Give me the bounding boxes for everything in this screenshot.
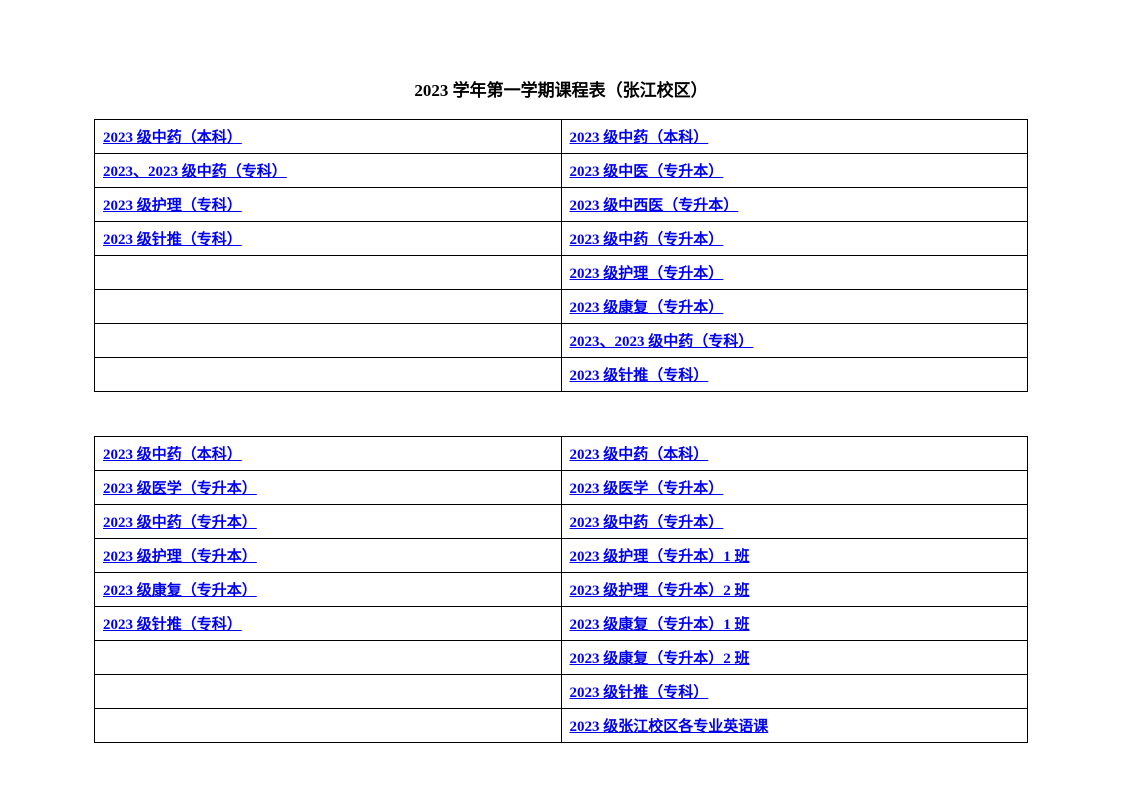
table-cell: 2023 级护理（专科） [95, 188, 562, 222]
table-row: 2023 级康复（专升本） 2023 级护理（专升本）2 班 [95, 573, 1028, 607]
table-cell-empty [95, 256, 562, 290]
table-cell-empty [95, 709, 562, 743]
table2-body: 2023 级中药（本科） 2023 级中药（本科） 2023 级医学（专升本） … [95, 437, 1028, 743]
table-cell: 2023 级医学（专升本） [561, 471, 1028, 505]
table-row: 2023 级针推（专科） [95, 675, 1028, 709]
table-cell-empty [95, 675, 562, 709]
course-link[interactable]: 2023 级医学（专升本） [103, 481, 257, 497]
table-cell: 2023 级康复（专升本）2 班 [561, 641, 1028, 675]
schedule-table-1: 2023 级中药（本科） 2023 级中药（本科） 2023、2023 级中药（… [94, 119, 1028, 392]
course-link[interactable]: 2023 级中药（本科） [103, 130, 242, 146]
table-cell: 2023 级中西医（专升本） [561, 188, 1028, 222]
course-link[interactable]: 2023、2023 级中药（专科） [103, 164, 287, 180]
table-cell: 2023 级康复（专升本） [561, 290, 1028, 324]
table-row: 2023 级中药（专升本） 2023 级中药（专升本） [95, 505, 1028, 539]
page-title: 2023 学年第一学期课程表（张江校区） [94, 76, 1028, 101]
course-link[interactable]: 2023 级中药（本科） [103, 447, 242, 463]
table-cell: 2023 级中药（专升本） [95, 505, 562, 539]
table-cell: 2023 级护理（专升本）1 班 [561, 539, 1028, 573]
course-link[interactable]: 2023 级张江校区各专业英语课 [570, 719, 769, 735]
table1-body: 2023 级中药（本科） 2023 级中药（本科） 2023、2023 级中药（… [95, 120, 1028, 392]
course-link[interactable]: 2023 级护理（专升本）1 班 [570, 549, 750, 565]
table-cell: 2023 级针推（专科） [95, 607, 562, 641]
table-row: 2023 级针推（专科） 2023 级康复（专升本）1 班 [95, 607, 1028, 641]
table-row: 2023 级张江校区各专业英语课 [95, 709, 1028, 743]
table-row: 2023 级护理（专科） 2023 级中西医（专升本） [95, 188, 1028, 222]
course-link[interactable]: 2023 级康复（专升本） [103, 583, 257, 599]
course-link[interactable]: 2023 级康复（专升本）1 班 [570, 617, 750, 633]
table-cell: 2023 级护理（专升本） [95, 539, 562, 573]
table-cell: 2023 级中药（本科） [561, 437, 1028, 471]
course-link[interactable]: 2023 级中西医（专升本） [570, 198, 739, 214]
course-link[interactable]: 2023 级护理（专科） [103, 198, 242, 214]
page-container: 2023 学年第一学期课程表（张江校区） 2023 级中药（本科） 2023 级… [0, 0, 1122, 743]
course-link[interactable]: 2023 级康复（专升本） [570, 300, 724, 316]
course-link[interactable]: 2023 级中医（专升本） [570, 164, 724, 180]
table-row: 2023 级中药（本科） 2023 级中药（本科） [95, 120, 1028, 154]
course-link[interactable]: 2023 级护理（专升本）2 班 [570, 583, 750, 599]
course-link[interactable]: 2023 级中药（专升本） [570, 515, 724, 531]
table-row: 2023 级康复（专升本） [95, 290, 1028, 324]
course-link[interactable]: 2023 级针推（专科） [103, 232, 242, 248]
course-link[interactable]: 2023 级针推（专科） [103, 617, 242, 633]
table-cell: 2023、2023 级中药（专科） [561, 324, 1028, 358]
schedule-table-2: 2023 级中药（本科） 2023 级中药（本科） 2023 级医学（专升本） … [94, 436, 1028, 743]
course-link[interactable]: 2023 级医学（专升本） [570, 481, 724, 497]
table-cell: 2023 级医学（专升本） [95, 471, 562, 505]
table-cell: 2023 级中药（本科） [95, 120, 562, 154]
table-cell-empty [95, 290, 562, 324]
table-row: 2023 级针推（专科） 2023 级中药（专升本） [95, 222, 1028, 256]
table-cell: 2023 级护理（专升本）2 班 [561, 573, 1028, 607]
table-cell: 2023 级张江校区各专业英语课 [561, 709, 1028, 743]
course-link[interactable]: 2023 级中药（本科） [570, 447, 709, 463]
course-link[interactable]: 2023 级针推（专科） [570, 368, 709, 384]
table-cell: 2023 级中药（专升本） [561, 222, 1028, 256]
table-cell: 2023 级康复（专升本） [95, 573, 562, 607]
table-cell: 2023 级康复（专升本）1 班 [561, 607, 1028, 641]
table-row: 2023 级针推（专科） [95, 358, 1028, 392]
table-row: 2023、2023 级中药（专科） [95, 324, 1028, 358]
table-cell: 2023 级中药（本科） [561, 120, 1028, 154]
course-link[interactable]: 2023 级护理（专升本） [103, 549, 257, 565]
table-cell-empty [95, 324, 562, 358]
table-cell: 2023 级针推（专科） [95, 222, 562, 256]
table-cell: 2023、2023 级中药（专科） [95, 154, 562, 188]
table-cell-empty [95, 641, 562, 675]
course-link[interactable]: 2023 级针推（专科） [570, 685, 709, 701]
table-row: 2023、2023 级中药（专科） 2023 级中医（专升本） [95, 154, 1028, 188]
table-row: 2023 级护理（专升本） 2023 级护理（专升本）1 班 [95, 539, 1028, 573]
table-cell-empty [95, 358, 562, 392]
course-link[interactable]: 2023 级中药（本科） [570, 130, 709, 146]
course-link[interactable]: 2023 级中药（专升本） [570, 232, 724, 248]
table-cell: 2023 级中医（专升本） [561, 154, 1028, 188]
table-row: 2023 级护理（专升本） [95, 256, 1028, 290]
course-link[interactable]: 2023 级中药（专升本） [103, 515, 257, 531]
table-row: 2023 级医学（专升本） 2023 级医学（专升本） [95, 471, 1028, 505]
course-link[interactable]: 2023、2023 级中药（专科） [570, 334, 754, 350]
table-cell: 2023 级中药（本科） [95, 437, 562, 471]
table-row: 2023 级康复（专升本）2 班 [95, 641, 1028, 675]
table-cell: 2023 级针推（专科） [561, 675, 1028, 709]
table-cell: 2023 级针推（专科） [561, 358, 1028, 392]
table-cell: 2023 级护理（专升本） [561, 256, 1028, 290]
table-row: 2023 级中药（本科） 2023 级中药（本科） [95, 437, 1028, 471]
course-link[interactable]: 2023 级康复（专升本）2 班 [570, 651, 750, 667]
table-cell: 2023 级中药（专升本） [561, 505, 1028, 539]
course-link[interactable]: 2023 级护理（专升本） [570, 266, 724, 282]
